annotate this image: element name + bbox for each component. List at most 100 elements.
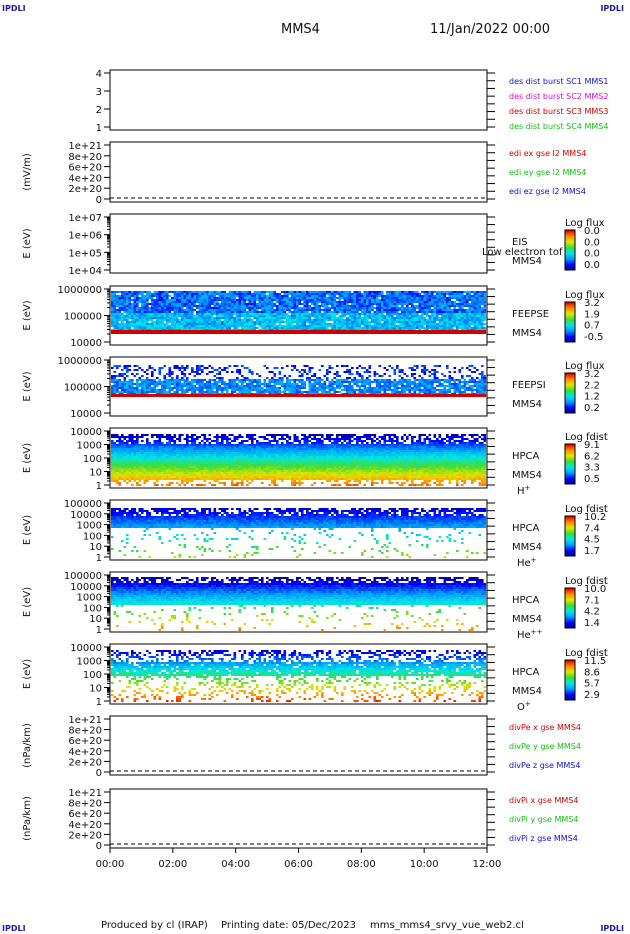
y-tick-label-6: 1 [96,553,102,564]
colorbar-cell-4 [565,392,575,394]
colorbar-cell-3 [565,340,575,342]
colorbar-cell-7 [565,615,575,617]
colorbar-cell-8 [565,677,575,679]
colorbar-cell-6 [565,521,575,523]
colorbar-cell-8 [565,681,575,683]
colorbar-cell-5 [565,478,575,480]
colorbar-cell-5 [565,459,575,461]
colorbar-cell-7 [565,590,575,592]
colorbar-cell-8 [565,691,575,693]
colorbar-cell-8 [565,674,575,676]
colorbar-cell-5 [565,448,575,450]
colorbar-cell-3 [565,304,575,306]
colorbar-cell-8 [565,682,575,684]
colorbar-cell-6 [565,539,575,541]
colorbar-cell-7 [565,596,575,598]
species-label-6: He+ [517,556,537,569]
colorbar-cell-5 [565,446,575,448]
colorbar-cell-3 [565,315,575,317]
colorbar-cell-3 [565,302,575,304]
colorbar-cell-6 [565,553,575,555]
colorbar-cell-4 [565,378,575,380]
colorbar-cell-4 [565,398,575,400]
colorbar-cell-3 [565,329,575,331]
colorbar-cell-3 [565,334,575,336]
y-tick-label-0: 1 [96,123,102,134]
colorbar-cell-7 [565,602,575,604]
colorbar-cell-8 [565,685,575,687]
colorbar-frame-4 [564,372,576,414]
colorbar-cell-6 [565,523,575,525]
colorbar-cell-8 [565,684,575,686]
colorbar-tick-label-2: 0.0 [584,260,600,271]
footer-produced: Produced by cl (IRAP) [101,920,208,931]
y-tick-label-7: 1000 [77,593,102,604]
colorbar-cell-7 [565,613,575,615]
colorbar-cell-7 [565,622,575,624]
colorbar-tick-label-5: 9.1 [584,440,600,451]
colorbar-cell-7 [565,597,575,599]
colorbar-frame-7 [564,587,576,629]
colorbar-cell-4 [565,380,575,382]
colorbar-cell-3 [565,338,575,340]
colorbar-cell-2 [565,257,575,259]
colorbar-cell-2 [565,247,575,249]
colorbar-cell-2 [565,237,575,239]
colorbar-cell-7 [565,621,575,623]
y-tick-label-2: 1e+07 [68,213,102,224]
colorbar-cell-5 [565,455,575,457]
date-title: 11/Jan/2022 00:00 [430,22,551,37]
colorbar-cell-6 [565,524,575,526]
y-tick-label-7: 100000 [64,571,102,582]
colorbar-cell-7 [565,625,575,627]
y-tick-label-10: 8e+20 [68,799,102,810]
y-tick-label-10: 0 [96,841,102,852]
colorbar-cell-3 [565,310,575,312]
corner-label-bottom-right: IPDLI [600,924,624,933]
colorbar-cell-5 [565,447,575,449]
colorbar-cell-5 [565,477,575,479]
colorbar-cell-8 [565,670,575,672]
colorbar-cell-7 [565,588,575,590]
colorbar-title-6: Log fdist [565,504,608,515]
colorbar-cell-7 [565,607,575,609]
colorbar-cell-8 [565,661,575,663]
instrument-label-6: HPCA [512,523,540,534]
colorbar-cell-2 [565,234,575,236]
colorbar-cell-2 [565,261,575,263]
colorbar-tick-label-8: 5.7 [584,679,600,690]
colorbar-cell-2 [565,233,575,235]
colorbar-cell-2 [565,250,575,252]
species-label-7: He++ [517,628,543,641]
colorbar-cell-6 [565,516,575,518]
colorbar-cell-2 [565,262,575,264]
colorbar-cell-2 [565,245,575,247]
colorbar-tick-label-3: -0.5 [584,332,604,343]
colorbar-cell-6 [565,536,575,538]
colorbar-cell-6 [565,519,575,521]
x-tick-label-4: 08:00 [347,859,376,870]
colorbar-cell-8 [565,679,575,681]
colorbar-cell-4 [565,407,575,409]
colorbar-tick-label-2: 0.0 [584,249,600,260]
colorbar-cell-3 [565,320,575,322]
y-tick-label-5: 1 [96,481,102,492]
colorbar-title-3: Log flux [565,290,605,301]
colorbar-cell-4 [565,399,575,401]
colorbar-cell-8 [565,697,575,699]
colorbar-cell-8 [565,672,575,674]
colorbar-cell-7 [565,600,575,602]
colorbar-tick-label-2: 0.0 [584,237,600,248]
colorbar-cell-7 [565,626,575,628]
colorbar-cell-5 [565,453,575,455]
colorbar-tick-label-7: 1.4 [584,618,600,629]
colorbar-frame-5 [564,443,576,485]
y-tick-label-10: 1e+21 [68,788,102,799]
colorbar-cell-2 [565,249,575,251]
colorbar-cell-7 [565,618,575,620]
y-axis-label-2: E (eV) [22,228,33,258]
colorbar-tick-label-7: 10.0 [584,584,606,595]
colorbar-cell-4 [565,403,575,405]
colorbar-cell-6 [565,530,575,532]
colorbar-cell-3 [565,317,575,319]
